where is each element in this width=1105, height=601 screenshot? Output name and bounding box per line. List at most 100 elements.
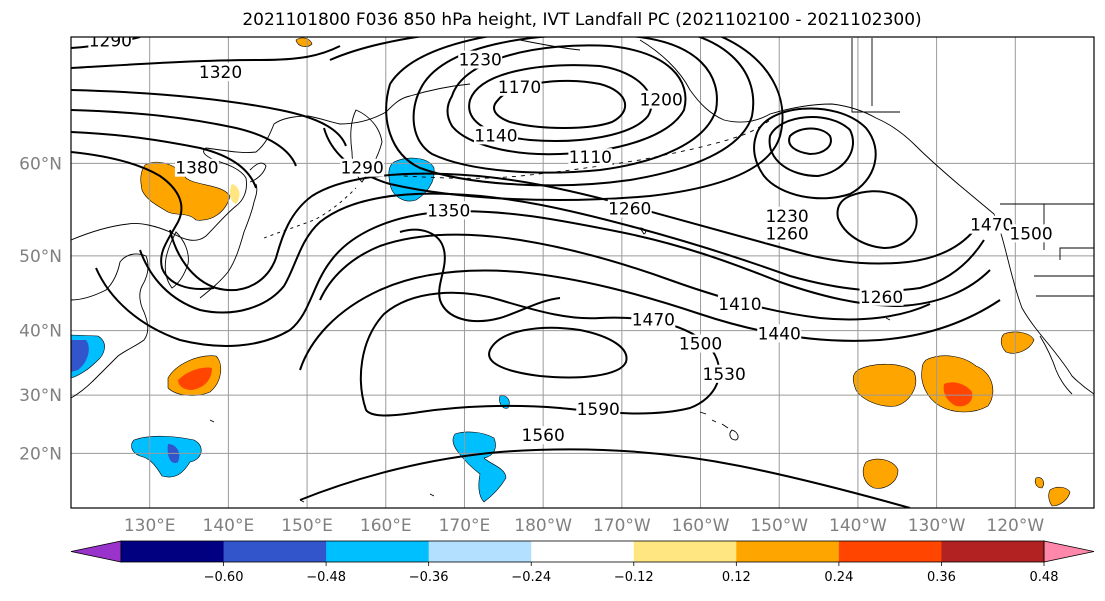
- map-frame: [70, 36, 1095, 509]
- colorbar-segment: [326, 541, 430, 562]
- longitude-label: 160°E: [360, 516, 412, 536]
- contour-line: [412, 37, 718, 174]
- contour-line: [71, 109, 297, 167]
- contour-label: 1470: [632, 311, 675, 331]
- ivt-positive-region: [852, 363, 916, 407]
- contour-label-background: [765, 206, 810, 225]
- colorbar-segment: [531, 541, 635, 562]
- ivt-negative-region: [71, 340, 89, 372]
- contour-label-background: [631, 310, 676, 329]
- contour-label-background: [568, 148, 613, 167]
- contour-label: 1170: [498, 78, 541, 98]
- contour-label: 1290: [341, 159, 384, 179]
- contour-label: 1260: [765, 224, 808, 244]
- colorbar-segment: [736, 541, 840, 562]
- contour-line: [71, 151, 215, 290]
- ivt-positive-region: [1048, 486, 1071, 507]
- colorbar-outline: [120, 540, 1045, 563]
- contour-label-background: [576, 400, 621, 419]
- contour-line: [836, 190, 918, 250]
- contour-line: [493, 79, 627, 129]
- latitude-label: 20°N: [19, 444, 62, 464]
- latitude-label: 60°N: [19, 154, 62, 174]
- contour-line: [323, 37, 784, 201]
- colorbar-segment: [838, 541, 942, 562]
- contour-label-background: [198, 63, 243, 82]
- colorbar-segment: [223, 541, 327, 562]
- coastline-korea: [164, 231, 189, 289]
- latitude-labels: 60°N 50°N 40°N 30°N 20°N: [19, 154, 62, 464]
- contour-line: [319, 233, 931, 321]
- ivt-shading: [71, 37, 1071, 507]
- ivt-positive-region: [140, 161, 231, 221]
- contour-label: 1110: [569, 148, 612, 168]
- contour-label: 1350: [427, 201, 470, 221]
- contour-line: [71, 45, 341, 69]
- contour-label: 1200: [640, 91, 683, 111]
- contour-label-background: [639, 90, 684, 109]
- contour-label-background: [426, 201, 471, 220]
- contour-label: 1590: [577, 400, 620, 420]
- map-background: [71, 37, 1094, 508]
- coastline-baja: [1039, 335, 1073, 395]
- contour-label: 1440: [758, 324, 801, 344]
- contour-label-background: [717, 295, 762, 314]
- colorbar-tick-label: 0.24: [824, 570, 853, 585]
- contour-line: [299, 269, 1001, 371]
- ivt-positive-region: [178, 367, 212, 390]
- contour-line: [399, 228, 561, 323]
- longitude-label: 160°W: [672, 516, 730, 536]
- contour-label: 1260: [608, 199, 651, 219]
- coastline-hawaii: [699, 411, 739, 441]
- colorbar-tick-label: 0.36: [927, 570, 956, 585]
- contour-label: 1560: [522, 426, 565, 446]
- contour-label: 1230: [765, 207, 808, 227]
- contour-label-background: [678, 334, 723, 353]
- contour-label: 1470: [970, 216, 1013, 236]
- coastline-asia: [71, 95, 411, 241]
- contour-label-background: [497, 77, 542, 96]
- contour-line: [768, 116, 854, 178]
- contour-label-background: [174, 158, 219, 177]
- latitude-label: 40°N: [19, 322, 62, 342]
- contour-line: [488, 326, 628, 379]
- coastline-kurils: [263, 187, 357, 239]
- map-layers: 1290 1320 1230 1170 1200 1380 1290 1140 1110 1350…: [71, 32, 1094, 508]
- contour-line: [169, 172, 977, 292]
- coastline-china: [71, 253, 149, 399]
- coastline-aleutians: [403, 119, 771, 179]
- ivt-positive-region: [1034, 477, 1044, 489]
- colorbar-extend-min: [70, 540, 122, 563]
- contour-line: [753, 107, 877, 200]
- colorbar-tick-label: −0.48: [306, 570, 346, 585]
- ivt-negative-region: [131, 435, 202, 478]
- longitude-label: 150°W: [750, 516, 808, 536]
- colorbar-segment: [633, 541, 737, 562]
- contour-line: [788, 127, 832, 156]
- contour-line: [385, 37, 755, 187]
- contour-label-background: [607, 199, 652, 218]
- coastline-japan: [199, 162, 267, 299]
- longitude-label: 150°E: [281, 516, 333, 536]
- contour-label-background: [859, 287, 904, 306]
- contour-line: [71, 131, 257, 189]
- figure-title: 2021101800 F036 850 hPa height, IVT Land…: [242, 10, 921, 30]
- contour-label: 1290: [89, 32, 132, 52]
- ivt-positive-region: [943, 382, 973, 407]
- contour-label: 1320: [199, 63, 242, 83]
- contour-label: 1410: [718, 295, 761, 315]
- ivt-positive-region: [1000, 331, 1035, 354]
- contour-label-background: [458, 50, 503, 69]
- colorbar-segment: [941, 541, 1045, 562]
- colorbar-tick-label: 0.48: [1030, 570, 1059, 585]
- longitude-label: 140°E: [203, 516, 255, 536]
- ivt-positive-region: [862, 458, 899, 489]
- contour-labels: 1290 1320 1230 1170 1200 1380 1290 1140 1110 1350…: [88, 32, 1054, 446]
- longitude-label: 170°W: [593, 516, 651, 536]
- contour-label-background: [765, 224, 810, 243]
- contour-line: [71, 89, 347, 147]
- coastline-north-america: [993, 213, 1094, 395]
- contour-label-background: [702, 364, 747, 383]
- contour-label-background: [521, 426, 566, 445]
- colorbar: −0.60 −0.48 −0.36 −0.24 −0.12 0.12 0.24 0.36 0.4…: [70, 540, 1095, 585]
